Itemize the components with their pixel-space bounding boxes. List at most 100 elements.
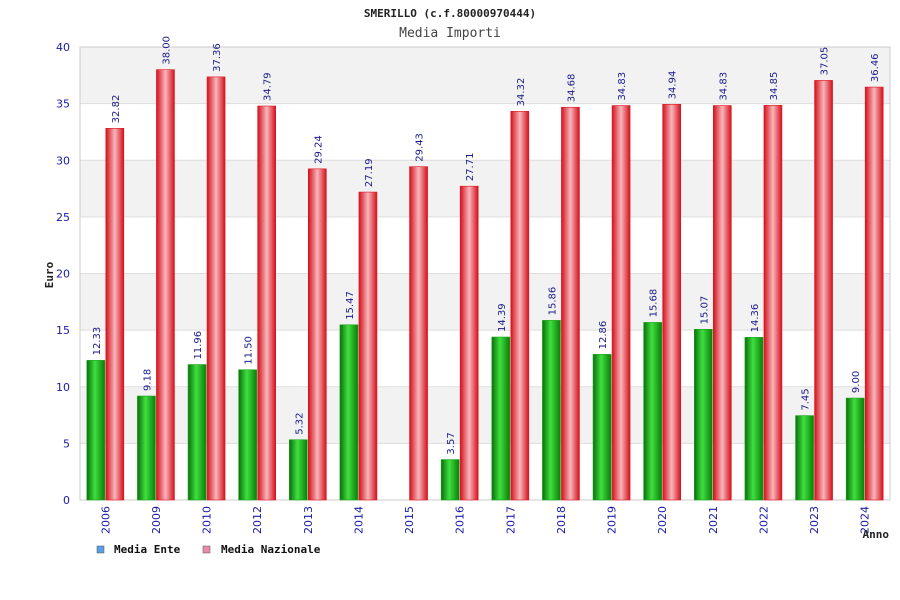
y-axis-ticks: 0 5 10 15 20 25 30 35 40 [56, 41, 70, 507]
x-axis-ticks: 2006 2009 2010 2012 2013 2014 2015 2016 2017 2018… [99, 506, 871, 534]
bar-media-nazionale [257, 105, 276, 501]
bar-media-ente [744, 337, 764, 501]
chart-subtitle: Media Importi [399, 26, 501, 41]
bar-media-ente [289, 439, 308, 501]
x-tick-label: 2014 [352, 506, 365, 534]
y-tick-label: 25 [56, 211, 70, 224]
bar-media-ente [440, 459, 460, 501]
y-tick-label: 35 [56, 98, 70, 111]
y-tick-label: 30 [56, 154, 70, 167]
bar-media-ente [187, 364, 207, 501]
x-tick-label: 2019 [606, 506, 619, 534]
data-label: 34.32 [516, 78, 527, 107]
data-label: 14.36 [750, 304, 761, 333]
bar-media-nazionale [510, 111, 530, 501]
bar-media-ente [339, 324, 359, 501]
bar-media-nazionale [358, 191, 378, 501]
x-axis-label: Anno [863, 528, 890, 541]
x-tick-label: 2018 [555, 506, 568, 534]
bar-media-nazionale [308, 168, 327, 501]
data-label: 34.85 [769, 72, 780, 101]
bar-media-ente [491, 336, 511, 501]
data-label: 11.96 [193, 331, 204, 360]
y-tick-label: 5 [63, 437, 70, 450]
bar-media-nazionale [713, 105, 732, 501]
data-label: 34.94 [668, 71, 679, 100]
bar-media-nazionale [409, 166, 428, 501]
bar-media-ente [137, 395, 156, 501]
data-label: 15.07 [699, 296, 710, 325]
bar-media-nazionale [864, 86, 884, 501]
legend-label-nazionale: Media Nazionale [221, 543, 321, 556]
bar-media-nazionale [105, 128, 125, 501]
bar-media-ente [542, 320, 561, 501]
data-label: 38.00 [161, 36, 172, 65]
data-label: 14.39 [497, 303, 508, 332]
data-label: 37.05 [820, 47, 831, 76]
x-tick-label: 2015 [403, 506, 416, 534]
data-label: 12.86 [598, 321, 609, 350]
x-tick-label: 2021 [707, 506, 720, 534]
bar-media-ente [795, 415, 814, 501]
x-tick-label: 2009 [150, 506, 163, 534]
x-tick-label: 2017 [504, 506, 517, 534]
data-label: 15.68 [649, 289, 660, 318]
bar-media-ente [845, 397, 865, 501]
x-tick-label: 2006 [99, 506, 112, 534]
data-label: 36.46 [870, 53, 881, 82]
legend: Media Ente Media Nazionale [96, 543, 321, 556]
bar-media-ente [86, 360, 106, 501]
y-tick-label: 20 [56, 268, 70, 281]
x-tick-label: 2024 [859, 506, 872, 534]
legend-label-ente: Media Ente [114, 543, 181, 556]
data-label: 29.43 [415, 133, 426, 162]
x-tick-label: 2020 [656, 506, 669, 534]
data-label: 29.24 [313, 135, 324, 164]
bar-media-ente [592, 354, 612, 501]
y-tick-label: 0 [63, 494, 70, 507]
x-tick-label: 2012 [251, 506, 264, 534]
x-tick-label: 2013 [302, 506, 315, 534]
data-label: 15.47 [345, 291, 356, 320]
data-label: 9.18 [142, 369, 153, 391]
data-label: 5.32 [294, 412, 305, 434]
bar-media-nazionale [662, 104, 681, 501]
bar-media-ente [694, 329, 713, 501]
bar-media-ente [238, 369, 257, 501]
data-label: 37.36 [212, 43, 223, 72]
data-label: 12.33 [92, 327, 103, 356]
x-tick-label: 2010 [201, 506, 214, 534]
data-label: 15.86 [547, 287, 558, 316]
bar-media-ente [643, 322, 662, 501]
data-label: 34.68 [566, 74, 577, 103]
bar-media-nazionale [206, 76, 226, 501]
data-labels: 12.33 32.82 9.18 38.00 11.96 37.36 11.50 34.79 5… [92, 36, 881, 455]
data-label: 11.50 [244, 336, 255, 365]
bar-media-nazionale [763, 105, 783, 501]
bars [86, 69, 884, 501]
data-label: 34.79 [263, 72, 274, 101]
y-tick-label: 10 [56, 381, 70, 394]
bar-media-nazionale [459, 185, 479, 501]
y-axis-label: Euro [43, 261, 56, 288]
data-label: 27.19 [364, 158, 375, 187]
data-label: 3.57 [446, 432, 457, 454]
y-tick-label: 40 [56, 41, 70, 54]
legend-swatch-ente [96, 545, 105, 554]
bar-media-nazionale [561, 106, 580, 501]
chart-title: SMERILLO (c.f.80000970444) [364, 7, 536, 20]
bar-media-nazionale [814, 80, 833, 501]
legend-swatch-nazionale [202, 545, 211, 554]
bar-media-nazionale [156, 69, 175, 501]
data-label: 32.82 [111, 95, 122, 124]
data-label: 27.71 [465, 153, 476, 182]
bar-media-nazionale [611, 105, 631, 501]
x-tick-label: 2022 [757, 506, 770, 534]
plot-frame [79, 46, 891, 501]
data-label: 34.83 [617, 72, 628, 101]
data-label: 34.83 [718, 72, 729, 101]
x-tick-label: 2016 [454, 506, 467, 534]
data-label: 9.00 [851, 371, 862, 393]
x-tick-label: 2023 [808, 506, 821, 534]
